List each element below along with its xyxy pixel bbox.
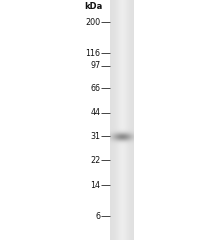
Text: 44: 44 [91,108,100,117]
Text: 200: 200 [85,18,100,27]
Text: 116: 116 [86,49,100,58]
Text: 22: 22 [90,156,100,165]
Text: 97: 97 [90,61,100,70]
Text: 6: 6 [95,212,100,221]
Text: 31: 31 [91,132,100,141]
Text: 66: 66 [91,84,100,93]
Text: 14: 14 [91,181,100,190]
Text: kDa: kDa [84,2,103,11]
